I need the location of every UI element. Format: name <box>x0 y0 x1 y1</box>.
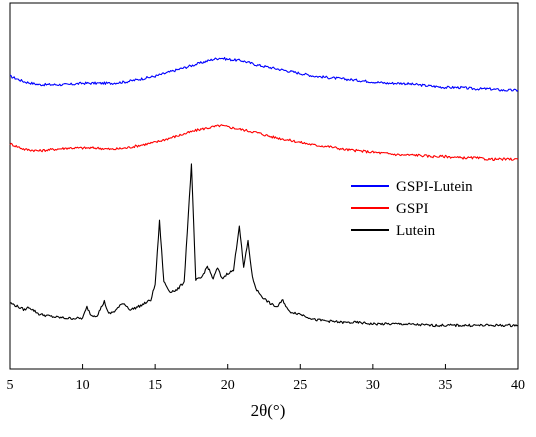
legend-label-lutein: Lutein <box>396 223 436 239</box>
legend: GSPI-Lutein GSPI Lutein <box>351 179 473 239</box>
x-axis-ticks: 5 10 15 20 25 30 35 40 <box>7 364 525 393</box>
x-tick-label: 35 <box>438 378 452 393</box>
x-tick-label: 30 <box>366 378 380 393</box>
plot-frame <box>9 2 519 370</box>
series-line-lutein <box>9 163 519 328</box>
x-tick-label: 25 <box>293 378 307 393</box>
x-tick-label: 20 <box>221 378 235 393</box>
series-line-gspi <box>9 124 519 162</box>
x-axis-title: 2θ(°) <box>251 401 286 420</box>
x-tick-label: 5 <box>7 378 14 393</box>
series-line-gspi-lutein <box>9 56 519 92</box>
x-tick-label: 40 <box>511 378 525 393</box>
plot-area <box>9 2 519 370</box>
x-tick-label: 15 <box>148 378 162 393</box>
legend-label-gspi-lutein: GSPI-Lutein <box>396 179 473 195</box>
legend-label-gspi: GSPI <box>396 201 429 217</box>
series-layer <box>9 56 519 328</box>
x-tick-label: 10 <box>76 378 90 393</box>
